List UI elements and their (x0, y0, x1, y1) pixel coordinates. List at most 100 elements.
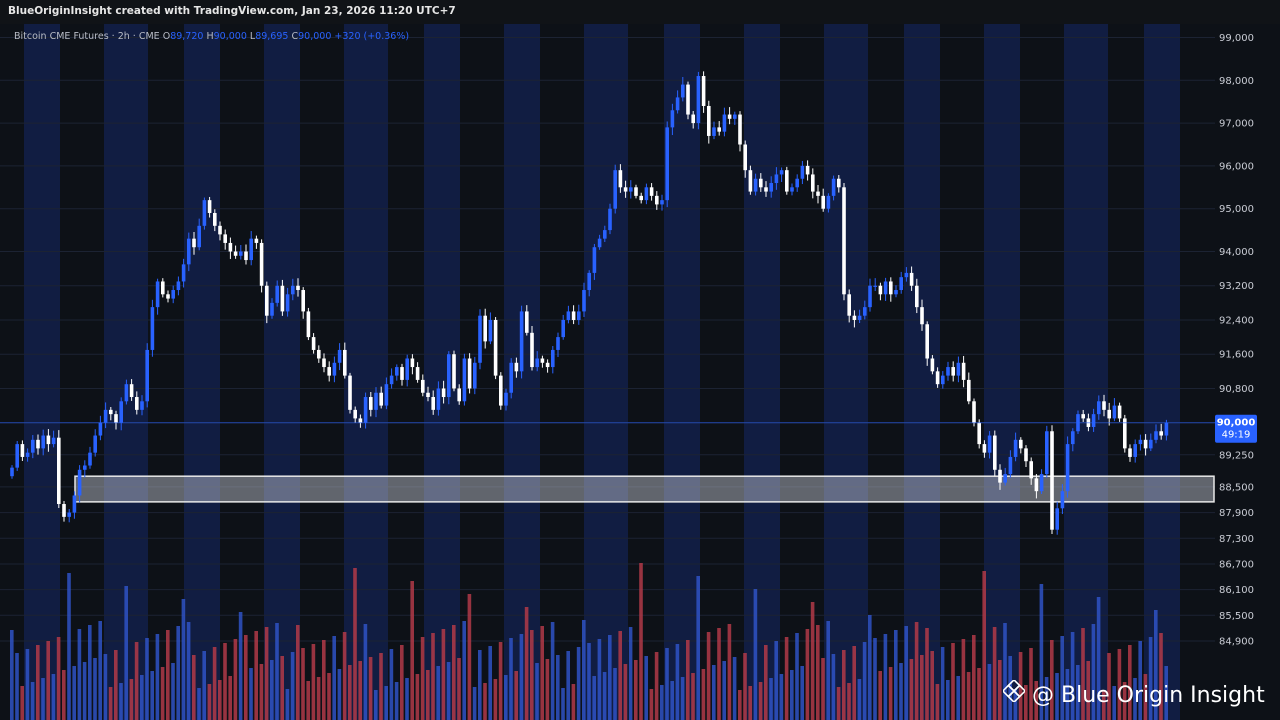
candle-body (259, 242, 264, 286)
candle-body (441, 388, 446, 398)
candle-body (10, 467, 14, 477)
candle-body (769, 183, 773, 192)
volume-bar (1076, 665, 1080, 720)
legend-symbol: Bitcoin CME Futures · 2h · CME (14, 31, 160, 42)
candle-body (993, 435, 997, 470)
volume-bar (82, 662, 87, 720)
price-badge-value: 90,000 (1217, 418, 1256, 429)
candle-body (722, 114, 727, 132)
candle-body (951, 367, 955, 376)
candle-body (514, 362, 519, 372)
volume-bar (1044, 677, 1049, 720)
candle-body (1091, 414, 1096, 427)
candle-body (946, 367, 950, 376)
legend-low: 89,695 (255, 31, 289, 42)
volume-bar (925, 628, 929, 720)
candle-body (670, 110, 675, 128)
volume-bar (1138, 641, 1142, 720)
candle-body (1154, 431, 1158, 440)
volume-bar (103, 654, 108, 720)
candle-body (171, 290, 175, 299)
volume-bar (649, 689, 654, 720)
candle-body (634, 187, 638, 196)
volume-bar (1039, 584, 1044, 720)
volume-bar (842, 650, 846, 720)
candle-body (748, 170, 753, 192)
volume-bar (732, 657, 737, 720)
volume-bar (374, 690, 378, 720)
candle-body (1008, 456, 1013, 475)
candle-body (327, 367, 331, 376)
candle-body (821, 195, 825, 209)
volume-bar (1133, 678, 1137, 720)
volume-bar (706, 632, 711, 720)
volume-bar (1060, 636, 1064, 720)
candle-body (925, 324, 929, 359)
volume-bar (228, 676, 232, 720)
candle-body (1117, 405, 1122, 419)
candle-body (1024, 448, 1028, 462)
candle-body (540, 358, 545, 363)
candle-body (1133, 444, 1137, 457)
candle-body (473, 362, 477, 389)
volume-bar (72, 666, 76, 720)
candle-body (306, 311, 311, 338)
price-chart[interactable]: 99,000 98,000 97,000 96,000 95,000 94,000 93,2… (0, 24, 1280, 720)
session-band (744, 24, 780, 720)
candle-body (197, 225, 201, 248)
candle-body (353, 409, 357, 419)
legend-close-label: C (291, 31, 299, 42)
y-tick-label: 98,000 (1219, 76, 1254, 87)
candle-body (878, 285, 883, 295)
y-tick-label: 88,500 (1219, 482, 1254, 493)
candle-body (566, 311, 571, 320)
volume-bar (628, 627, 633, 720)
volume-bar (426, 670, 430, 720)
y-tick-label: 91,600 (1219, 350, 1254, 361)
candle-body (15, 444, 19, 468)
candle-body (161, 281, 165, 295)
candle-body (733, 114, 737, 119)
candle-body (98, 422, 103, 436)
volume-bar (1107, 653, 1111, 720)
volume-bar (280, 656, 284, 720)
candle-body (707, 105, 711, 136)
candle-body (322, 358, 326, 368)
candle-body (129, 384, 134, 398)
candle-body (1138, 439, 1143, 445)
volume-bar (275, 623, 279, 720)
volume-bar (920, 655, 924, 720)
volume-bar (743, 653, 747, 720)
volume-bar (1164, 666, 1168, 720)
candle-body (857, 315, 862, 320)
candle-body (982, 444, 987, 453)
volume-bar (712, 665, 716, 720)
candle-body (1143, 439, 1148, 449)
session-band (1064, 24, 1108, 720)
candle-body (265, 285, 269, 316)
volume-bar (769, 678, 773, 720)
volume-bar (1081, 628, 1085, 720)
candle-body (577, 311, 581, 320)
candle-body (842, 187, 846, 295)
volume-bar (1013, 689, 1018, 720)
candle-body (1128, 448, 1132, 457)
volume-bar (41, 678, 45, 720)
volume-bar (238, 612, 243, 720)
volume-bar (597, 639, 602, 720)
candle-body (956, 362, 961, 376)
volume-bar (800, 666, 804, 720)
candle-body (467, 358, 472, 389)
candle-body (88, 452, 92, 466)
candle-body (410, 358, 415, 368)
candle-body (135, 397, 139, 410)
candle-body (109, 409, 113, 415)
candle-body (551, 349, 555, 368)
volume-bar (930, 651, 934, 720)
y-tick-label: 89,250 (1219, 450, 1254, 461)
volume-bar (1029, 648, 1033, 720)
volume-bar (899, 663, 903, 720)
volume-bar (56, 637, 61, 720)
volume-bar (904, 626, 908, 720)
volume-bar (25, 649, 30, 720)
